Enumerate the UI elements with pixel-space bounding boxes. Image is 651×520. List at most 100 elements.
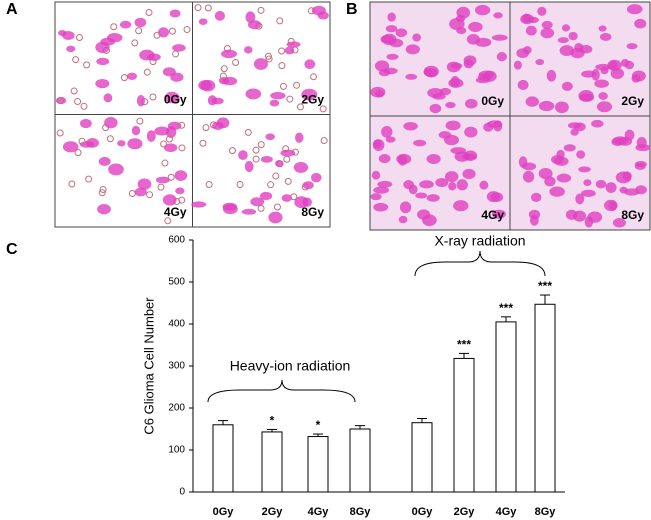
cell <box>95 41 110 53</box>
cell <box>405 44 420 55</box>
cell <box>387 12 396 22</box>
cell <box>259 191 273 201</box>
pore <box>279 82 287 90</box>
cell <box>621 58 630 67</box>
cell <box>538 100 555 112</box>
cell <box>385 136 396 143</box>
cell <box>403 180 415 190</box>
cell <box>373 202 389 212</box>
cell <box>131 125 141 136</box>
pore <box>110 23 118 31</box>
x-tick-label: 4Gy <box>308 506 330 518</box>
cell <box>561 81 573 91</box>
cell <box>631 70 646 82</box>
cell <box>97 203 111 215</box>
cell <box>372 139 385 151</box>
cell <box>270 92 286 100</box>
cell <box>154 126 170 136</box>
pore <box>146 191 154 199</box>
cell <box>108 163 124 176</box>
pore <box>136 117 144 125</box>
panel-label: C <box>6 241 18 258</box>
quadrant-label: 8Gy <box>621 208 644 222</box>
cell <box>598 25 607 32</box>
cell <box>260 156 273 163</box>
cell <box>162 67 176 77</box>
pore <box>178 121 186 129</box>
cell <box>373 186 390 194</box>
cell <box>599 33 612 41</box>
cell <box>496 52 507 62</box>
cell <box>396 153 412 165</box>
cell <box>245 88 262 100</box>
pore <box>149 93 157 101</box>
pore <box>72 56 80 64</box>
pore <box>293 81 301 89</box>
cell <box>127 138 143 150</box>
pore <box>80 102 88 110</box>
cell <box>117 140 126 147</box>
cell <box>107 32 123 43</box>
pore <box>286 95 294 103</box>
quadrant-label: 2Gy <box>301 93 324 107</box>
cell <box>619 186 628 194</box>
cell <box>517 79 529 91</box>
pore <box>164 217 172 225</box>
cell <box>386 53 399 60</box>
cell <box>301 88 318 101</box>
quadrant-label: 0Gy <box>481 94 504 108</box>
cell <box>561 24 570 32</box>
bar <box>534 303 556 493</box>
cell <box>540 27 555 39</box>
x-tick-label: 2Gy <box>454 506 476 518</box>
cell <box>275 159 284 167</box>
cell <box>468 21 483 32</box>
cell <box>491 34 508 41</box>
pore <box>75 34 83 42</box>
significance: *** <box>457 338 471 352</box>
cell <box>280 149 296 157</box>
pore <box>257 6 265 14</box>
cell <box>155 176 170 184</box>
cell <box>66 45 76 53</box>
pore <box>98 189 106 197</box>
cell <box>221 49 238 59</box>
cell <box>596 101 613 113</box>
cell <box>591 69 600 81</box>
y-tick-label: 400 <box>168 319 185 330</box>
cell <box>395 28 408 37</box>
cell <box>453 200 469 212</box>
cell <box>450 75 460 88</box>
pore <box>194 4 202 12</box>
cell <box>317 11 329 20</box>
cell <box>103 93 113 103</box>
cell <box>493 12 503 19</box>
significance: * <box>270 414 275 428</box>
y-tick-label: 0 <box>179 487 185 498</box>
cell <box>250 197 265 207</box>
pore <box>85 175 93 183</box>
pore <box>178 144 186 152</box>
pore <box>232 59 240 67</box>
cell <box>286 41 301 48</box>
cell <box>302 181 314 190</box>
pore <box>157 183 165 191</box>
cell <box>426 154 441 164</box>
cell <box>445 101 456 109</box>
cell <box>417 209 431 220</box>
y-tick-label: 300 <box>168 361 185 372</box>
cell <box>413 139 427 147</box>
bar <box>349 428 371 493</box>
cell <box>554 101 569 114</box>
cell <box>572 210 587 222</box>
pore <box>257 204 265 212</box>
cell <box>164 91 180 104</box>
cell <box>605 182 617 193</box>
pore <box>74 149 82 157</box>
pore <box>296 103 304 111</box>
group-label: X-ray radiation <box>434 233 525 249</box>
cell <box>538 167 553 180</box>
cell <box>636 136 647 149</box>
cell <box>435 177 449 188</box>
